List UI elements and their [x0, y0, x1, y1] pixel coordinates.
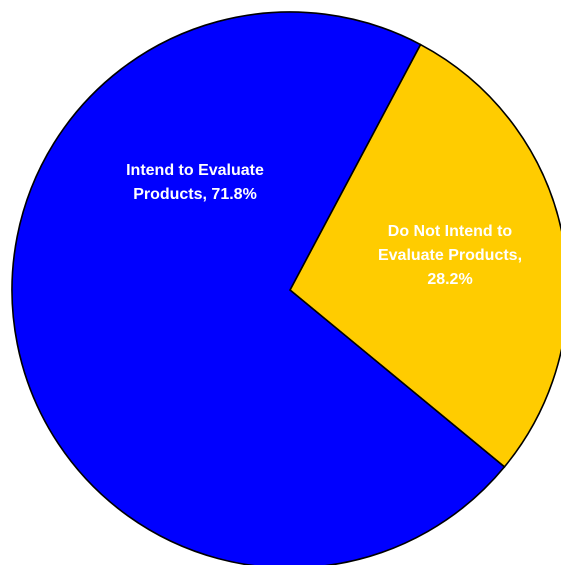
pie-slice-label-1: Do Not Intend to Evaluate Products, 28.2% [378, 223, 522, 288]
pie-slice-label-line: Products, 71.8% [133, 186, 257, 203]
pie-slice-label-2: Intend to Evaluate Products, 71.8% [126, 162, 264, 203]
pie-slice-label-line: Evaluate Products, [378, 247, 522, 264]
pie-slice-2 [11, 11, 506, 565]
pie-slice-label-line: 28.2% [427, 271, 472, 288]
pie-slice-label-line: Do Not Intend to [388, 223, 513, 240]
pie-slice-label-line: Intend to Evaluate [126, 162, 264, 179]
pie-slice-1 [288, 43, 561, 469]
